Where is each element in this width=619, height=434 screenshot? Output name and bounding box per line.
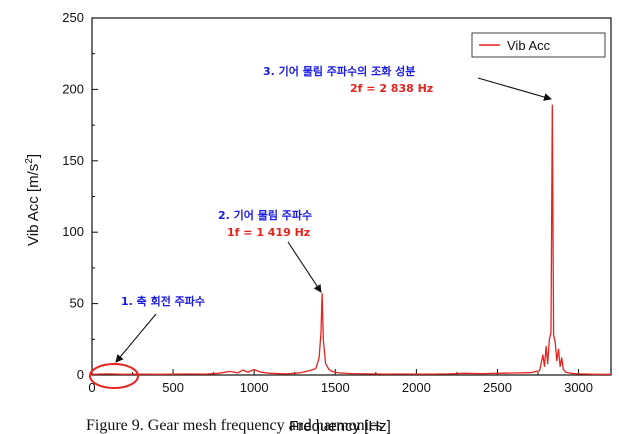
figure-caption: Figure 9. Gear mesh frequency and harmon… — [86, 417, 382, 434]
annotation-3-label: 3. 기어 물림 주파수의 조화 성분 — [263, 64, 415, 78]
annotation-1-highlight-ellipse — [89, 363, 139, 389]
annotation-1-arrow — [115, 313, 157, 363]
y-axis-title: Vib Acc [m/s2] — [24, 154, 42, 246]
y-tick-label: 150 — [62, 153, 84, 168]
annotation-3-arrow — [477, 77, 552, 101]
y-tick-label: 100 — [62, 224, 84, 239]
x-tick-label: 1500 — [321, 380, 350, 395]
x-axis-title: Frequency [Hz] — [289, 418, 391, 434]
y-axis-ticks: 0 50 100 150 200 250 — [62, 10, 98, 382]
annotation-2-value: 1f = 1 419 Hz — [227, 226, 310, 239]
x-tick-label: 500 — [162, 380, 184, 395]
legend: Vib Acc — [471, 32, 606, 58]
x-tick-label: 2500 — [483, 380, 512, 395]
y-tick-label: 0 — [77, 367, 84, 382]
x-tick-label: 2000 — [402, 380, 431, 395]
series-line-vib-acc — [91, 104, 612, 376]
x-axis-ticks: 0 500 1000 1500 2000 2500 3000 — [88, 369, 593, 395]
annotation-3-value: 2f = 2 838 Hz — [350, 82, 433, 95]
x-tick-label: 1000 — [240, 380, 269, 395]
x-tick-label: 0 — [88, 380, 95, 395]
annotation-1-label: 1. 축 회전 주파수 — [121, 294, 205, 308]
y-tick-label: 250 — [62, 10, 84, 25]
legend-label: Vib Acc — [507, 38, 551, 53]
x-tick-label: 3000 — [564, 380, 593, 395]
y-tick-label: 50 — [70, 296, 84, 311]
annotation-2-arrow — [287, 241, 322, 293]
annotation-2-label: 2. 기어 물림 주파수 — [218, 208, 312, 222]
y-tick-label: 200 — [62, 81, 84, 96]
